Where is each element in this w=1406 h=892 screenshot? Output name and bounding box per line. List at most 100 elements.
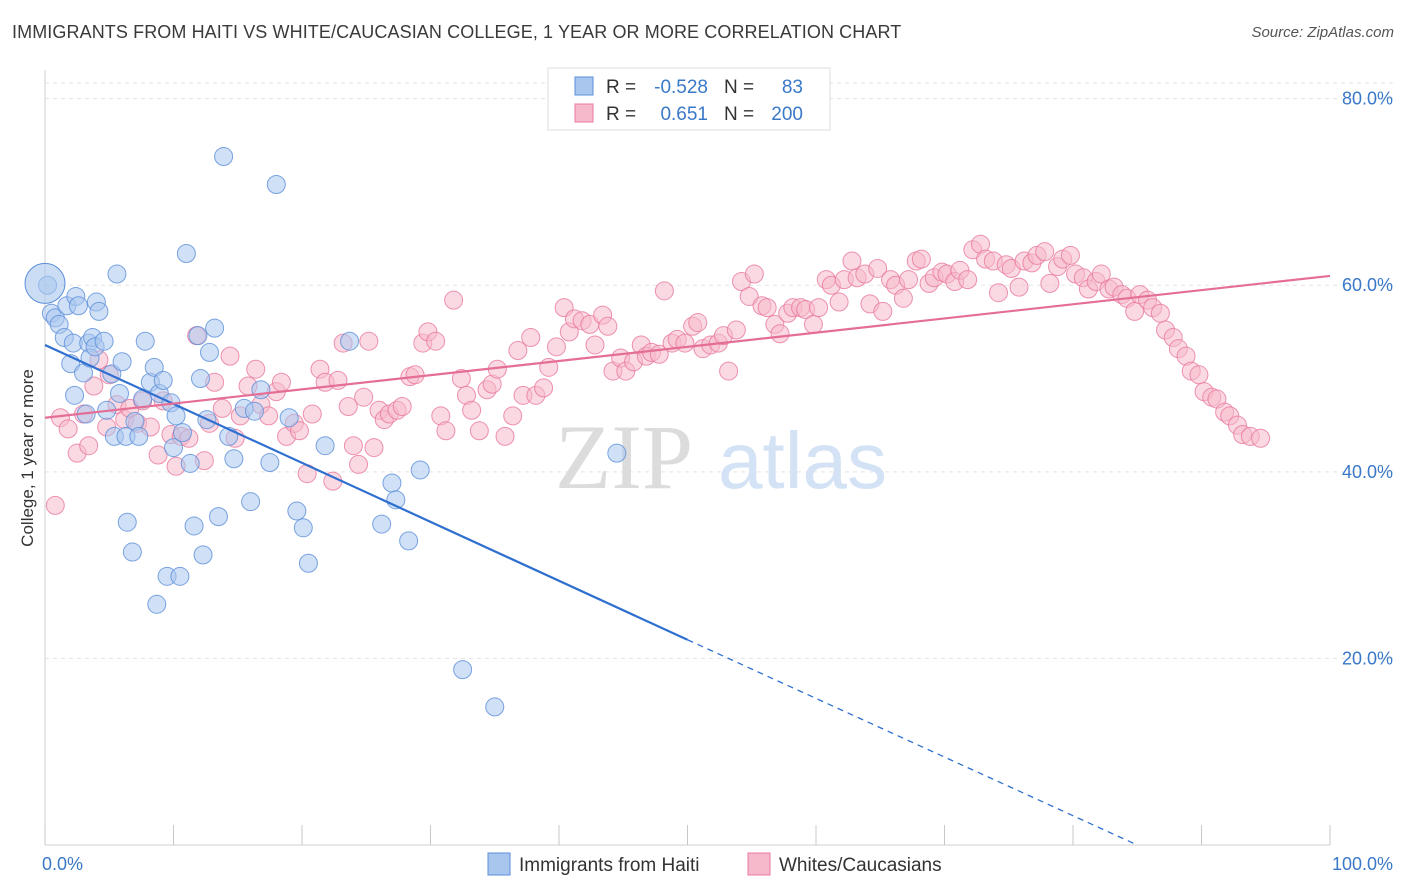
x-tick-label-max: 100.0% — [1332, 854, 1393, 874]
haiti-point-48 — [190, 369, 210, 389]
whites-point-86 — [585, 335, 605, 355]
haiti-point-73 — [410, 460, 430, 480]
haiti-point-32 — [135, 331, 155, 351]
whites-point-63 — [436, 421, 456, 441]
whites-point-160 — [1060, 245, 1080, 265]
haiti-point-56 — [224, 449, 244, 469]
haiti-point-62 — [266, 174, 286, 194]
haiti-point-72 — [399, 531, 419, 551]
whites-point-58 — [405, 365, 425, 385]
whites-point-149 — [988, 283, 1008, 303]
y-tick-labels: 20.0% 40.0% 60.0% 80.0% — [1342, 89, 1393, 669]
y-tick-label-0: 20.0% — [1342, 648, 1393, 668]
haiti-point-65 — [293, 518, 313, 538]
trendline-0 — [44, 343, 688, 641]
haiti-point-67 — [315, 436, 335, 456]
chart-source: Source: ZipAtlas.com — [1251, 24, 1394, 41]
whites-point-40 — [302, 404, 322, 424]
whites-point-180 — [1189, 365, 1209, 385]
whites-point-102 — [688, 313, 708, 333]
whites-point-88 — [598, 316, 618, 336]
whites-point-124 — [829, 292, 849, 312]
whites-point-131 — [873, 301, 893, 321]
whites-point-35 — [271, 372, 291, 392]
whites-point-31 — [246, 359, 266, 379]
haiti-point-69 — [382, 473, 402, 493]
whites-point-51 — [364, 438, 384, 458]
whites-point-134 — [893, 288, 913, 308]
x-tick-label-min: 0.0% — [42, 854, 83, 874]
haiti-point-23 — [107, 264, 127, 284]
bottom-legend: Immigrants from Haiti Whites/Caucasians — [487, 852, 942, 876]
whites-point-189 — [1251, 428, 1271, 448]
whites-point-38 — [289, 421, 309, 441]
legend: R = -0.528 N = 83 R = 0.651 N = 200 — [547, 67, 831, 131]
haiti-point-51 — [199, 342, 219, 362]
haiti-point-41 — [166, 406, 186, 426]
bottom-legend-label-haiti: Immigrants from Haiti — [519, 855, 700, 876]
bottom-legend-swatch-haiti — [487, 852, 511, 876]
watermark-atlas: atlas — [718, 416, 887, 505]
haiti-point-53 — [208, 507, 228, 527]
whites-point-64 — [444, 290, 464, 310]
whites-point-113 — [757, 298, 777, 318]
haiti-point-19 — [94, 331, 114, 351]
haiti-point-49 — [193, 545, 213, 565]
whites-point-72 — [495, 426, 515, 446]
haiti-point-30 — [129, 426, 149, 446]
haiti-point-10 — [68, 296, 88, 316]
haiti-point-44 — [176, 244, 196, 264]
legend-n-label-haiti: N = — [724, 77, 754, 98]
x-ticks — [44, 825, 1331, 845]
whites-point-61 — [426, 331, 446, 351]
y-tick-label-2: 60.0% — [1342, 275, 1393, 295]
haiti-point-75 — [485, 697, 505, 717]
haiti-point-25 — [112, 352, 132, 372]
whites-point-2 — [58, 419, 78, 439]
haiti-point-34 — [144, 357, 164, 377]
whites-point-0 — [45, 495, 65, 515]
whites-point-80 — [546, 337, 566, 357]
legend-r-value-haiti: -0.528 — [654, 77, 708, 98]
whites-point-144 — [958, 270, 978, 290]
series-immigrants-from-haiti — [24, 147, 627, 717]
whites-point-97 — [654, 281, 674, 301]
haiti-point-27 — [117, 512, 137, 532]
whites-point-26 — [212, 398, 232, 418]
haiti-point-24 — [110, 383, 130, 403]
legend-n-label-whites: N = — [724, 104, 754, 125]
haiti-point-28 — [122, 542, 142, 562]
whites-point-48 — [349, 454, 369, 474]
haiti-point-58 — [241, 492, 261, 512]
haiti-point-60 — [251, 380, 271, 400]
haiti-point-43 — [172, 423, 192, 443]
whites-point-67 — [462, 400, 482, 420]
legend-r-label-haiti: R = — [606, 77, 636, 98]
legend-swatch-whites — [574, 103, 594, 123]
whites-point-156 — [1035, 242, 1055, 262]
whites-point-47 — [343, 436, 363, 456]
trendlines — [44, 274, 1331, 846]
haiti-point-68 — [340, 331, 360, 351]
legend-box — [547, 67, 831, 131]
whites-point-74 — [508, 341, 528, 361]
whites-point-68 — [469, 421, 489, 441]
whites-point-6 — [84, 376, 104, 396]
whites-point-174 — [1150, 303, 1170, 323]
whites-point-76 — [521, 327, 541, 347]
haiti-point-59 — [244, 401, 264, 421]
haiti-point-74 — [453, 660, 473, 680]
haiti-point-42 — [170, 566, 190, 586]
haiti-point-64 — [287, 501, 307, 521]
haiti-point-45 — [180, 453, 200, 473]
haiti-point-40 — [164, 438, 183, 458]
legend-r-label-whites: R = — [606, 104, 636, 125]
whites-point-121 — [809, 298, 829, 318]
trendline-1 — [44, 274, 1331, 419]
haiti-point-47 — [188, 326, 208, 346]
y-tick-label-1: 40.0% — [1342, 462, 1393, 482]
haiti-point-18 — [89, 301, 109, 321]
whites-point-27 — [220, 346, 240, 366]
legend-swatch-haiti — [574, 76, 594, 96]
